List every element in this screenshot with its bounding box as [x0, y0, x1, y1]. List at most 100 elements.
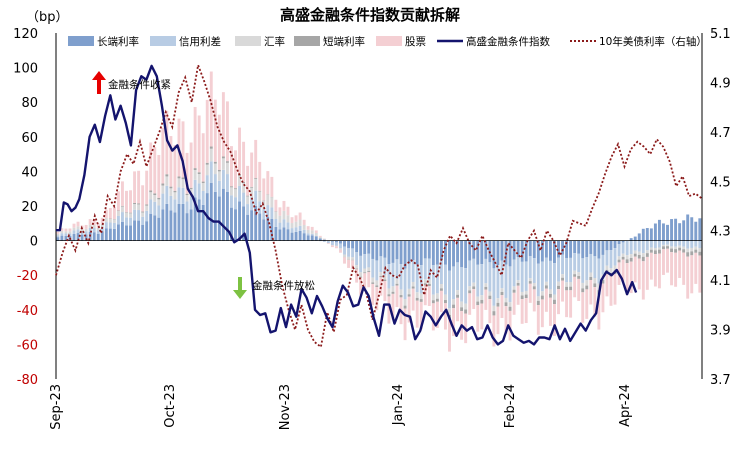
bar-equity	[258, 161, 262, 191]
bar-equity	[282, 200, 286, 211]
bar-short-rate	[423, 283, 427, 286]
bar-fx	[690, 247, 694, 252]
bar-long-rate	[250, 210, 254, 241]
bar-long-rate	[484, 240, 488, 259]
bar-equity	[306, 226, 310, 230]
bar-long-rate	[698, 218, 702, 241]
bar-credit-spread	[64, 233, 68, 236]
bar-long-rate	[56, 237, 60, 241]
bar-short-rate	[629, 257, 633, 262]
bar-equity	[290, 217, 294, 224]
bar-short-rate	[508, 306, 512, 311]
bar-long-rate	[439, 240, 443, 261]
bar-fx	[351, 257, 355, 260]
bar-short-rate	[234, 188, 237, 190]
bar-short-rate	[645, 253, 649, 257]
bar-equity	[379, 277, 383, 296]
bar-long-rate	[80, 234, 84, 241]
bar-fx	[520, 291, 524, 296]
bar-long-rate	[540, 240, 544, 262]
bar-short-rate	[464, 309, 468, 314]
bar-long-rate	[601, 240, 605, 255]
x-tick-label: Jan-24	[391, 384, 406, 426]
bar-credit-spread	[670, 240, 674, 247]
y-tick-label: 120	[13, 27, 38, 42]
legend-swatch-equity	[376, 36, 402, 46]
bar-long-rate	[141, 225, 145, 241]
bar-fx	[80, 229, 84, 232]
bar-long-rate	[593, 240, 597, 257]
bar-long-rate	[508, 240, 512, 267]
bar-equity	[246, 165, 250, 196]
bar-credit-spread	[371, 258, 375, 278]
bar-credit-spread	[193, 179, 197, 198]
bar-short-rate	[137, 203, 141, 205]
y-axis-left: 120 100 80 60 40 20 0 -20 -40 -60 -80	[13, 27, 57, 388]
bar-long-rate	[694, 221, 698, 241]
bar-equity	[444, 303, 447, 330]
bar-equity	[88, 219, 92, 225]
bar-long-rate	[230, 207, 233, 241]
bar-credit-spread	[508, 266, 512, 303]
bar-short-rate	[674, 249, 678, 253]
bar-short-rate	[682, 249, 686, 253]
bar-short-rate	[601, 280, 605, 284]
bar-credit-spread	[589, 253, 593, 273]
bar-equity	[520, 299, 524, 324]
y-tick-label: -20	[17, 269, 38, 284]
bar-fx	[339, 248, 342, 250]
bar-fx	[314, 232, 318, 236]
y-tick-label: -60	[17, 338, 38, 353]
bar-long-rate	[403, 240, 407, 269]
bar-short-rate	[133, 202, 137, 204]
bar-long-rate	[72, 233, 76, 241]
bar-long-rate	[641, 228, 645, 241]
bar-equity	[367, 271, 371, 288]
legend-swatch-credit-spread	[150, 36, 176, 46]
y-tick-label: 80	[21, 96, 38, 111]
bar-short-rate	[662, 246, 665, 250]
bar-credit-spread	[165, 185, 169, 204]
bar-short-rate	[460, 307, 464, 312]
bar-long-rate	[355, 240, 359, 253]
annotation-ease: 金融条件放松	[252, 279, 315, 292]
bar-long-rate	[557, 240, 560, 258]
bar-equity	[149, 142, 153, 191]
bar-equity	[64, 228, 68, 232]
bar-credit-spread	[129, 217, 132, 226]
bar-credit-spread	[133, 209, 137, 221]
bar-long-rate	[387, 240, 391, 265]
bar-equity	[334, 246, 338, 249]
bar-fx	[645, 250, 649, 254]
bar-long-rate	[480, 240, 484, 265]
bar-fx	[205, 164, 209, 176]
bar-equity	[532, 289, 536, 312]
bar-equity	[637, 258, 641, 290]
bar-fx	[557, 281, 560, 286]
bar-credit-spread	[326, 240, 330, 244]
bar-fx	[141, 212, 145, 217]
bar-long-rate	[609, 240, 613, 251]
bar-equity	[221, 92, 225, 157]
bar-credit-spread	[258, 201, 262, 214]
bar-credit-spread	[238, 185, 241, 202]
bar-fx	[666, 244, 669, 247]
bar-short-rate	[653, 250, 657, 255]
bar-short-rate	[246, 195, 250, 197]
bar-equity	[225, 101, 229, 162]
legend-label-equity: 股票	[405, 36, 426, 48]
bar-credit-spread	[621, 242, 625, 254]
bar-fx	[605, 265, 609, 270]
bar-fx	[415, 292, 419, 298]
bar-fx	[399, 289, 403, 296]
bar-fx	[302, 224, 306, 230]
bar-fx	[431, 294, 435, 301]
bar-fx	[698, 248, 702, 252]
bar-credit-spread	[121, 212, 124, 222]
bar-equity	[561, 280, 564, 302]
bar-equity	[108, 208, 112, 219]
bar-long-rate	[395, 240, 399, 260]
bar-short-rate	[121, 205, 124, 207]
bar-short-rate	[209, 146, 213, 149]
bar-long-rate	[613, 240, 617, 249]
